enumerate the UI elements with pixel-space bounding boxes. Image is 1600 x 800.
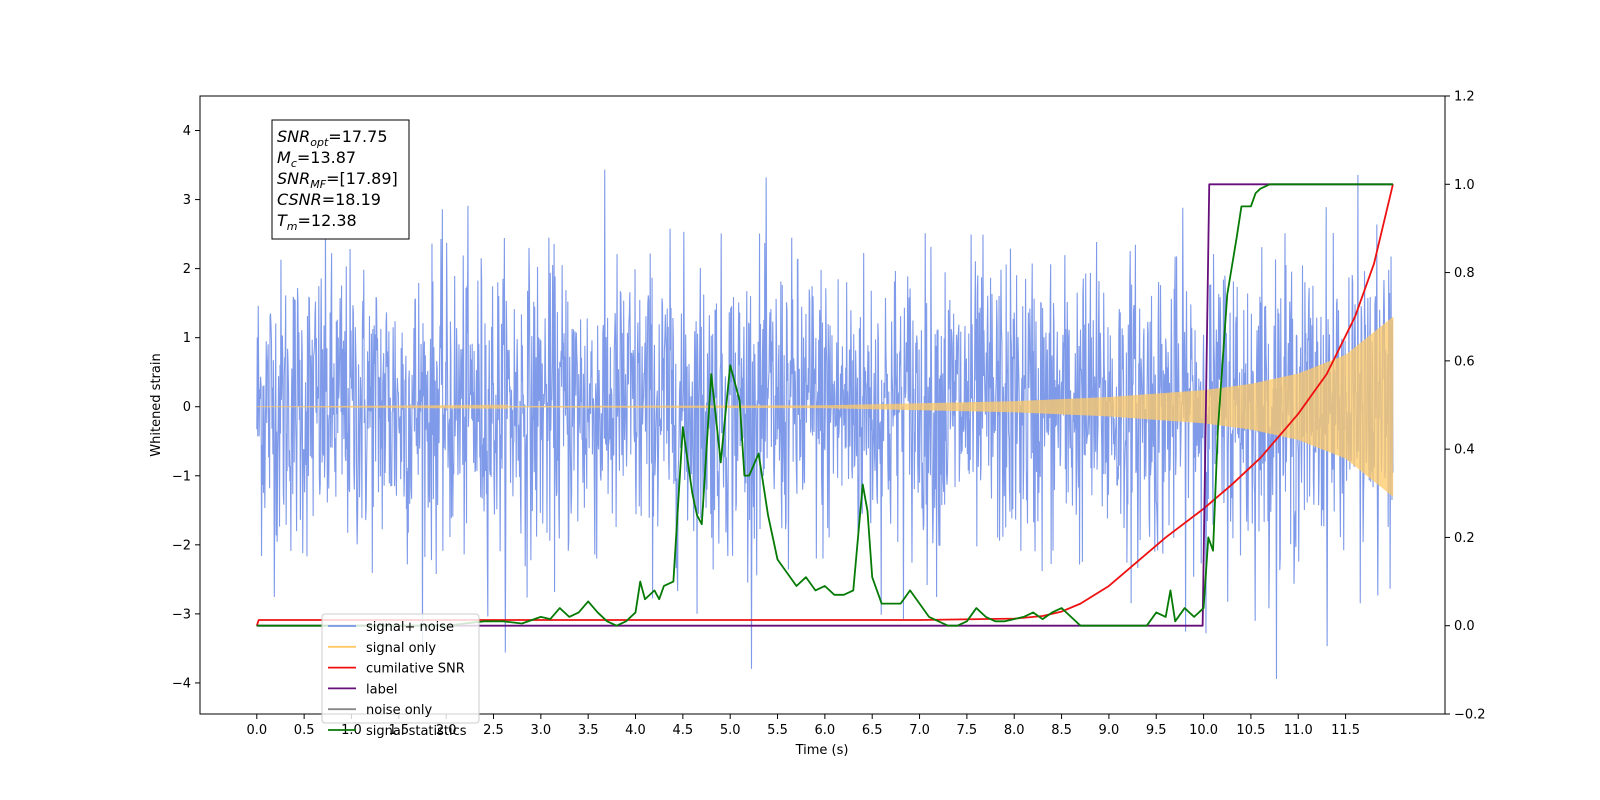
y2-tick-label: 0.6 [1454,354,1475,369]
y2-tick-label: 0.4 [1454,443,1475,458]
legend-entry-signal-only: signal only [328,641,436,656]
x-tick-label: 8.0 [1004,723,1025,738]
y2-tick-label: 0.2 [1454,531,1475,546]
y-tick-label: 3 [183,193,191,208]
legend-entry-signal-noise: signal+ noise [328,620,454,635]
info-box-frame [271,119,410,240]
y2-tick-label: 0.0 [1454,619,1475,634]
legend-label: noise only [366,703,433,718]
x-tick-label: 4.0 [625,723,646,738]
y-axis-right: −0.2 0.0 0.2 0.4 0.6 0.8 1.0 1.2 [1445,90,1486,723]
y2-tick-label: 0.8 [1454,266,1475,281]
y-tick-label: −1 [172,469,191,484]
x-tick-label: 9.5 [1146,723,1167,738]
x-tick-label: 11.5 [1331,723,1360,738]
x-tick-label: 7.0 [909,723,930,738]
x-tick-label: 2.5 [483,723,504,738]
series-signal-noise-line [256,169,1394,679]
legend: signal+ noise signal only cumilative SNR la… [321,613,480,739]
legend-entry-noise-only: noise only [328,703,433,718]
x-tick-label: 11.0 [1284,723,1313,738]
info-box-line: Tm=12.38 [277,211,357,233]
legend-entry-signal-statistics: signal statistics [328,724,467,739]
legend-label: label [366,682,397,697]
x-tick-label: 3.5 [578,723,599,738]
legend-label: signal only [366,641,436,656]
x-tick-label: 7.5 [957,723,978,738]
info-box-line: SNRopt=17.75 [277,127,388,149]
legend-label: cumilative SNR [366,662,465,677]
legend-label: signal+ noise [366,620,454,635]
y2-tick-label: 1.2 [1454,90,1475,105]
x-tick-label: 10.5 [1236,723,1265,738]
y-axis-left: −4 −3 −2 −1 0 1 2 3 4 [172,124,200,691]
y-tick-label: −4 [172,676,191,691]
y2-tick-label: 1.0 [1454,178,1475,193]
legend-frame [321,613,480,724]
x-tick-label: 0.0 [246,723,267,738]
legend-entry-cumulative-snr: cumilative SNR [328,662,465,677]
x-axis: 0.0 0.5 1.0 1.5 2.0 2.5 3.0 3.5 4.0 4.5 5.0 5.5 6.0 6… [246,714,1360,738]
x-tick-label: 5.5 [767,723,788,738]
x-tick-label: 6.5 [862,723,883,738]
y-tick-label: 4 [183,124,191,139]
info-box-line: SNRMF=[17.89] [277,169,398,191]
x-tick-label: 10.0 [1189,723,1218,738]
x-tick-label: 0.5 [294,723,315,738]
x-tick-label: 4.5 [673,723,694,738]
x-tick-label: 5.0 [720,723,741,738]
y-tick-label: 2 [183,262,191,277]
series-cumulative-snr-line [255,184,1394,626]
plot-frame [199,95,1446,715]
series-signal-statistics-line [256,183,1393,627]
y-tick-label: −3 [172,607,191,622]
x-tick-label: 9.0 [1099,723,1120,738]
y-tick-label: 1 [183,331,191,346]
y-tick-label: 0 [183,400,191,415]
x-tick-label: 3.0 [530,723,551,738]
x-tick-label: 1.5 [388,723,409,738]
legend-entry-label: label [328,682,397,697]
y-tick-label: −2 [172,538,191,553]
x-tick-label: 8.5 [1051,723,1072,738]
info-box-line: CSNR=18.19 [277,190,381,209]
y-axis-label: Whitened strain [149,353,164,456]
info-box: SNRopt=17.75Mc=13.87SNRMF=[17.89]CSNR=18… [271,119,410,240]
y2-tick-label: −0.2 [1454,708,1486,723]
x-axis-label: Time (s) [795,743,849,758]
x-tick-label: 6.0 [815,723,836,738]
x-tick-label: 2.0 [436,723,457,738]
series-signal-only-line [256,316,1394,497]
info-box-line: Mc=13.87 [277,148,356,170]
plot-area [255,169,1394,679]
legend-label: signal statistics [366,724,467,739]
